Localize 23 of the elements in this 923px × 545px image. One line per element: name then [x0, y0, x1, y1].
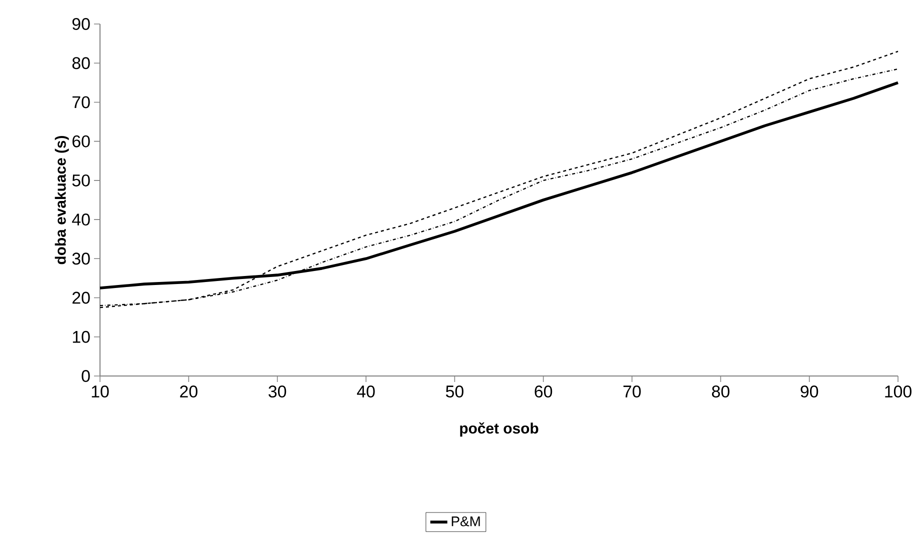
y-tick-label: 30 [72, 252, 90, 265]
y-tick-label: 80 [72, 57, 90, 70]
y-tick-label: 90 [72, 18, 90, 30]
x-tick-label: 50 [446, 386, 464, 398]
x-tick-label: 40 [356, 386, 375, 398]
y-tick-label: 10 [72, 330, 90, 343]
y-tick-label: 70 [72, 96, 90, 108]
legend-label: P&M [452, 516, 480, 526]
x-axis-title: počet osob [460, 422, 538, 437]
y-tick-label: 60 [72, 135, 90, 148]
x-tick-label: 60 [534, 386, 552, 398]
x-tick-label: 100 [885, 386, 912, 398]
x-tick-label: 80 [712, 386, 730, 398]
y-axis-title: doba evakuace (s) [54, 136, 69, 264]
x-tick-label: 30 [268, 386, 286, 398]
x-tick-label: 90 [800, 386, 818, 398]
x-tick-label: 20 [180, 386, 198, 398]
y-tick-label: 50 [72, 174, 90, 186]
y-tick-label: 0 [82, 370, 90, 382]
y-tick-label: 20 [72, 292, 90, 304]
x-tick-label: 70 [623, 386, 641, 398]
x-tick-label: 10 [92, 386, 109, 398]
y-tick-label: 40 [72, 214, 90, 226]
